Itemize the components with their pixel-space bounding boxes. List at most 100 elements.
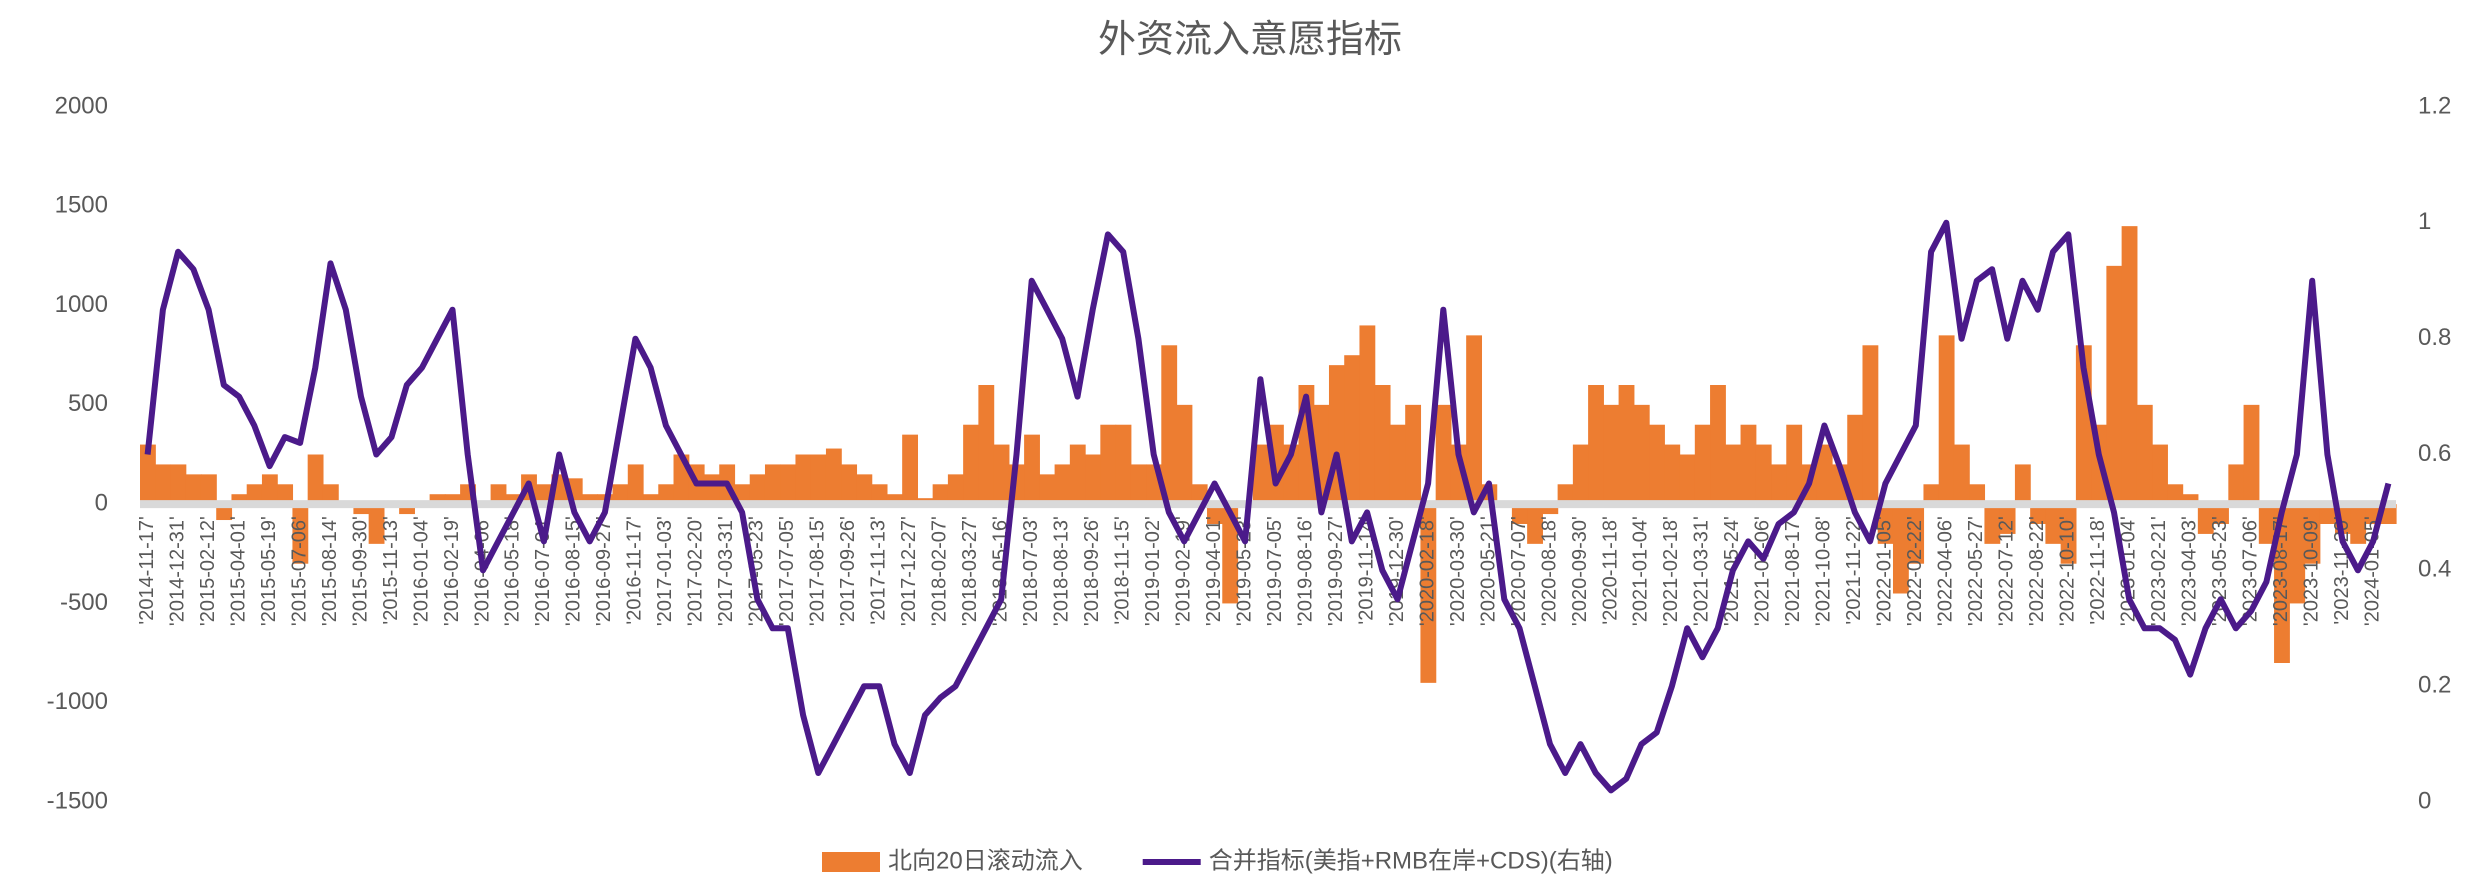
bar — [2152, 444, 2168, 505]
y-tick-label: -500 — [60, 589, 108, 616]
bar — [1420, 504, 1437, 683]
x-tick-label: '2019-07-05' — [1264, 516, 1286, 626]
bar — [993, 444, 1010, 505]
bar — [932, 484, 949, 505]
x-tick-label: '2023-10-09' — [2300, 516, 2322, 626]
x-tick-label: '2023-08-17' — [2270, 516, 2292, 626]
bar — [1069, 444, 1086, 505]
bar — [1344, 355, 1361, 505]
x-tick-label: '2022-10-10' — [2057, 516, 2079, 626]
bar — [582, 494, 598, 505]
bar — [1679, 454, 1696, 505]
bar — [1130, 464, 1147, 505]
bar — [444, 494, 461, 505]
bar — [612, 484, 629, 505]
x-tick-label: '2024-01-05' — [2361, 516, 2383, 626]
bar — [947, 474, 964, 505]
bar — [1588, 385, 1604, 505]
x-tick-label: '2022-01-05' — [1874, 516, 1896, 626]
bar — [841, 464, 858, 505]
x-tick-label: '2019-11-14' — [1355, 516, 1377, 624]
bar — [978, 385, 995, 505]
y2-tick-label: 1 — [2418, 208, 2431, 235]
bar — [1207, 504, 1223, 524]
x-tick-label: '2020-09-30' — [1569, 516, 1591, 626]
bar — [963, 424, 979, 505]
bar — [1923, 484, 1940, 505]
bar — [1542, 504, 1559, 515]
bar — [658, 484, 675, 505]
bar — [2182, 494, 2199, 505]
x-tick-label: '2021-10-08' — [1813, 516, 1835, 626]
bar — [825, 448, 842, 505]
bar — [1176, 404, 1193, 505]
x-tick-label: '2022-04-06' — [1935, 516, 1957, 626]
bar — [1054, 464, 1071, 505]
y2-tick-label: 0.4 — [2418, 556, 2451, 583]
bar — [856, 474, 873, 505]
bar — [170, 464, 187, 505]
x-tick-label: '2018-02-07' — [929, 516, 951, 626]
bar — [1100, 424, 1117, 505]
bar — [261, 474, 278, 505]
bar — [1984, 504, 2001, 544]
y-tick-label: 500 — [68, 390, 108, 417]
bar — [1039, 474, 1056, 505]
x-tick-label: '2019-09-27' — [1325, 516, 1347, 626]
bar — [536, 484, 553, 505]
x-tick-label: '2021-11-22' — [1843, 516, 1865, 624]
bar — [353, 504, 370, 515]
bar — [1511, 504, 1528, 524]
x-tick-label: '2023-04-03' — [2178, 516, 2200, 626]
bar — [643, 494, 659, 505]
bar — [2106, 265, 2123, 505]
bar — [307, 454, 324, 505]
bar — [764, 464, 781, 505]
bar — [1786, 424, 1803, 505]
x-tick-label: '2018-11-15' — [1111, 516, 1133, 624]
bar — [2014, 464, 2031, 505]
bar — [2304, 504, 2321, 564]
x-tick-label: '2022-05-27' — [1965, 516, 1987, 626]
bar — [2045, 504, 2062, 544]
bar — [2319, 504, 2336, 524]
bar — [1618, 385, 1635, 505]
x-tick-label: '2023-02-21' — [2148, 516, 2170, 626]
bar — [2243, 404, 2260, 505]
x-tick-label: '2018-08-13' — [1050, 516, 1072, 626]
bar — [1374, 385, 1391, 505]
x-tick-label: '2017-02-20' — [685, 516, 707, 626]
bar — [1557, 484, 1574, 505]
bar — [429, 494, 446, 505]
x-tick-label: '2020-11-18' — [1599, 516, 1621, 624]
bar — [2121, 226, 2138, 505]
x-tick-label: '2016-02-19' — [441, 516, 463, 626]
x-tick-label: '2015-02-12' — [197, 516, 219, 626]
x-tick-label: '2019-12-30' — [1386, 516, 1408, 626]
bar — [1953, 444, 1970, 505]
y-tick-label: -1500 — [47, 787, 108, 814]
x-tick-label: '2019-05-23' — [1233, 516, 1255, 626]
bar — [902, 434, 919, 505]
bar — [2060, 504, 2077, 564]
x-tick-label: '2021-02-18' — [1660, 516, 1682, 626]
x-tick-label: '2021-07-06' — [1752, 516, 1774, 626]
x-tick-label: '2022-07-12' — [1996, 516, 2018, 626]
x-tick-label: '2015-04-01' — [227, 516, 249, 626]
bar — [1252, 444, 1269, 505]
x-tick-label: '2015-08-14' — [319, 516, 341, 626]
line — [144, 219, 2392, 794]
x-tick-label: '2019-02-19' — [1172, 516, 1194, 626]
x-tick-label: '2017-07-05' — [776, 516, 798, 626]
x-tick-label: '2016-11-17' — [624, 516, 646, 624]
x-tick-label: '2017-08-15' — [807, 516, 829, 626]
x-tick-label: '2022-02-22' — [1904, 516, 1926, 626]
bar — [2197, 504, 2214, 534]
x-tick-label: '2019-08-16' — [1294, 516, 1316, 626]
bar — [2213, 504, 2229, 524]
x-tick-label: '2020-05-21' — [1477, 516, 1499, 626]
bar — [1389, 424, 1406, 505]
x-tick-label: '2022-11-18' — [2087, 516, 2109, 624]
bar — [1710, 385, 1726, 505]
